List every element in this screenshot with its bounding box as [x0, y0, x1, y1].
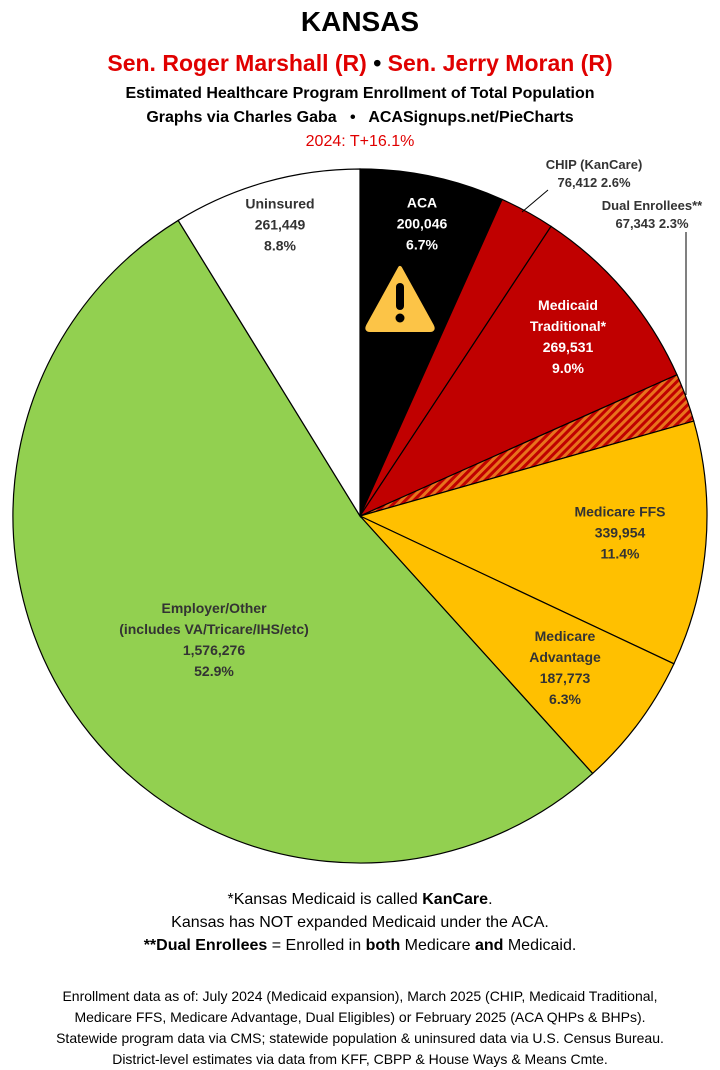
- slice-label: Uninsured 261,449 8.8%: [225, 194, 335, 257]
- category-label: ACA: [406, 194, 438, 211]
- note-text: KanCare: [422, 891, 489, 908]
- note-text: Medicaid.: [503, 937, 577, 954]
- subtitle: Estimated Healthcare Program Enrollment …: [125, 85, 595, 102]
- note-text: both: [365, 937, 401, 954]
- percent-label: 9.0%: [552, 360, 584, 376]
- slice-label: CHIP (KanCare) 76,412 2.6%: [524, 156, 664, 192]
- value-label: 339,954: [594, 524, 646, 541]
- value-label: 269,531: [542, 339, 594, 355]
- senator: Sen. Roger Marshall (R): [107, 50, 367, 76]
- percent-label: 2.3%: [658, 216, 689, 231]
- category-label: Dual Enrollees**: [601, 198, 703, 213]
- percent-label: 6.3%: [549, 691, 581, 707]
- value-line: 76,412 2.6%: [524, 174, 664, 192]
- category-label: Medicare Advantage: [529, 628, 601, 665]
- category-label: CHIP (KanCare): [545, 157, 643, 172]
- separator: •: [373, 50, 382, 76]
- pie-slice: [359, 515, 675, 775]
- percent-label: 11.4%: [600, 545, 640, 562]
- slice-label: Employer/Other (includes VA/Tricare/IHS/…: [84, 598, 344, 682]
- slice-label: Medicare FFS 339,954 11.4%: [560, 502, 680, 565]
- title: KANSAS: [300, 6, 420, 37]
- source: Enrollment data as of: July 2024 (Medica…: [62, 988, 658, 1004]
- source: Medicare FFS, Medicare Advantage, Dual E…: [74, 1009, 646, 1025]
- pie-slice: [358, 420, 708, 665]
- slice-label: Dual Enrollees** 67,343 2.3%: [582, 197, 720, 233]
- note: **Dual Enrollees = Enrolled in both Medi…: [0, 934, 720, 957]
- value-label: 200,046: [396, 215, 448, 232]
- note-text: Medicare: [400, 937, 475, 954]
- warning-icon: [365, 266, 435, 332]
- note-text: *Kansas Medicaid is called: [227, 891, 423, 908]
- category-label: Medicaid Traditional*: [529, 297, 607, 334]
- note: Kansas has NOT expanded Medicaid under t…: [0, 911, 720, 934]
- value-label: 67,343: [615, 216, 656, 231]
- slice-label: Medicare Advantage 187,773 6.3%: [510, 626, 620, 710]
- leader-line: [521, 189, 549, 213]
- slice-label: ACA 200,046 6.7%: [377, 193, 467, 256]
- note-text: Kansas has NOT expanded Medicaid under t…: [171, 914, 549, 931]
- value-line: 67,343 2.3%: [582, 215, 720, 233]
- margin: 2024: T+16.1%: [305, 133, 415, 150]
- percent-label: 8.8%: [264, 237, 296, 254]
- source: District-level estimates via data from K…: [112, 1051, 608, 1067]
- senators: Sen. Roger Marshall (R) • Sen. Jerry Mor…: [0, 50, 720, 77]
- category-label: Uninsured: [245, 195, 315, 212]
- percent-label: 2.6%: [600, 175, 631, 190]
- note: *Kansas Medicaid is called KanCare.: [0, 888, 720, 911]
- credit: Graphs via Charles Gaba • ACASignups.net…: [146, 109, 574, 126]
- value-label: 187,773: [539, 670, 591, 686]
- percent-label: 52.9%: [194, 663, 234, 679]
- percent-label: 6.7%: [406, 236, 438, 253]
- note-text: and: [474, 937, 504, 954]
- note-text: **Dual Enrollees: [143, 937, 268, 954]
- pie-slice: [358, 225, 678, 518]
- pie-slice: [177, 168, 361, 519]
- value-label: 1,576,276: [182, 642, 246, 658]
- category-label: Employer/Other (includes VA/Tricare/IHS/…: [119, 600, 309, 637]
- senator: Sen. Jerry Moran (R): [387, 50, 613, 76]
- note-text: = Enrolled in: [267, 937, 366, 954]
- note-text: .: [488, 891, 493, 908]
- pie-slice: [12, 219, 594, 864]
- value-label: 261,449: [254, 216, 306, 233]
- source: Statewide program data via CMS; statewid…: [56, 1030, 664, 1046]
- pie-slice: [359, 168, 503, 517]
- slice-label: Medicaid Traditional* 269,531 9.0%: [513, 295, 623, 379]
- category-label: Medicare FFS: [574, 503, 666, 520]
- value-label: 76,412: [557, 175, 598, 190]
